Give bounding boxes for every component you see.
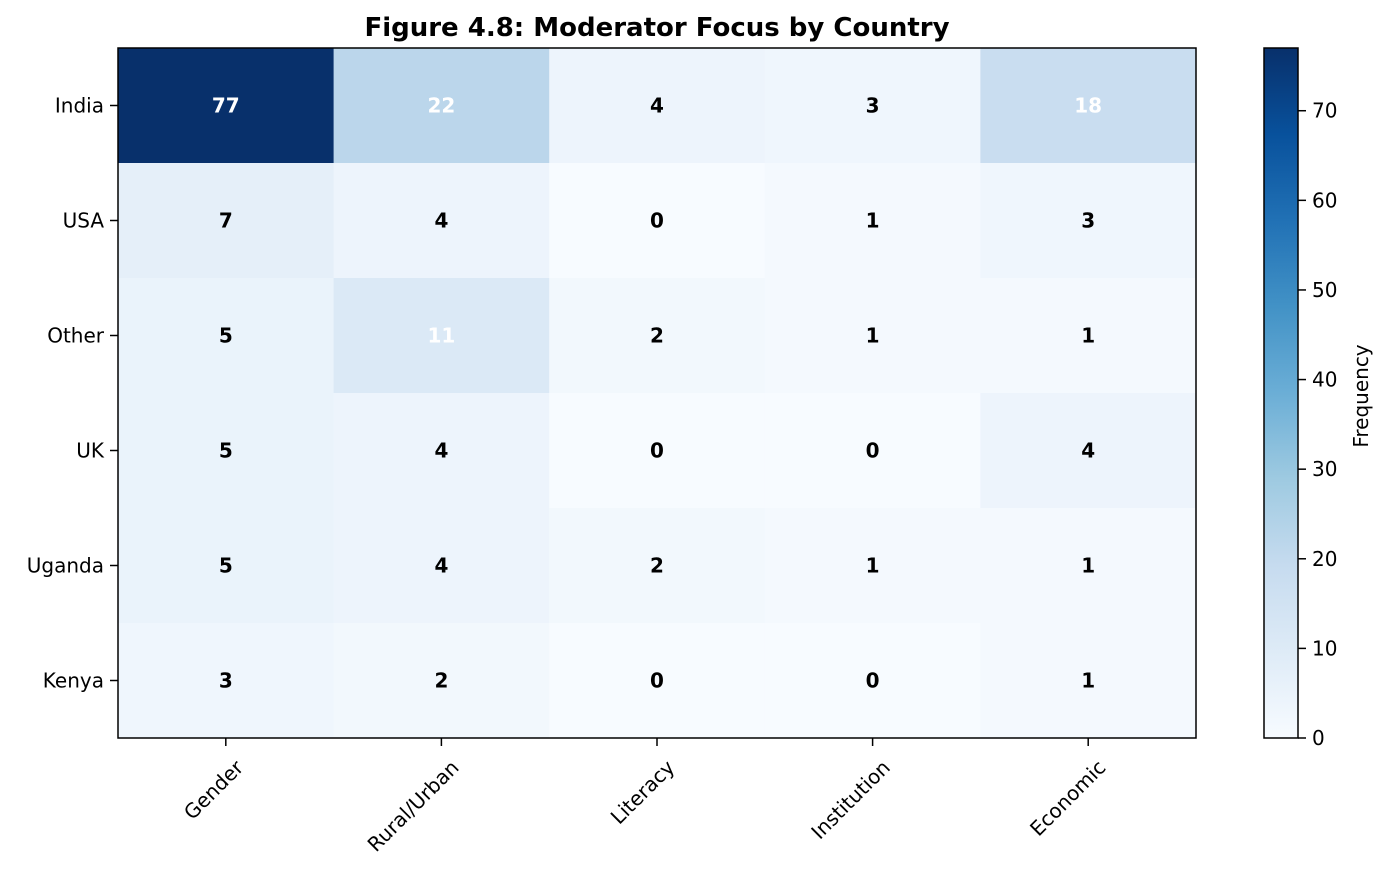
colorbar-tick-label: 60 bbox=[1312, 188, 1337, 212]
cell-value-label: 0 bbox=[650, 669, 664, 693]
heatmap-cells bbox=[118, 48, 1197, 739]
y-tick-label: Uganda bbox=[27, 554, 104, 578]
cell-value-label: 3 bbox=[219, 669, 233, 693]
colorbar-ticks: 0 10 20 30 40 50 60 70 bbox=[1298, 99, 1337, 750]
heatmap-cell bbox=[549, 278, 766, 394]
heatmap-cell bbox=[118, 623, 335, 739]
heatmap-cell bbox=[333, 623, 550, 739]
heatmap-cell bbox=[980, 393, 1197, 509]
cell-value-label: 2 bbox=[650, 324, 664, 348]
cell-value-label: 1 bbox=[1081, 554, 1095, 578]
heatmap-cell-labels: 77 22 4 3 187 4 0 1 35 11 2 1 15 4 0 0 45 4 2 1 13 2 0 0 1 bbox=[212, 94, 1102, 693]
cell-value-label: 5 bbox=[219, 554, 233, 578]
heatmap-cell bbox=[118, 508, 335, 624]
x-axis: Gender Rural/Urban Literacy Institution Econ… bbox=[179, 738, 1110, 856]
cell-value-label: 0 bbox=[866, 439, 880, 463]
cell-value-label: 1 bbox=[1081, 324, 1095, 348]
heatmap-cell bbox=[549, 163, 766, 279]
colorbar-tick-label: 20 bbox=[1312, 547, 1337, 571]
y-axis: India USA Other UK Uganda Kenya bbox=[27, 94, 118, 693]
heatmap-cell bbox=[764, 48, 981, 164]
heatmap-cell bbox=[764, 278, 981, 394]
cell-value-label: 5 bbox=[219, 439, 233, 463]
cell-value-label: 4 bbox=[650, 94, 664, 118]
heatmap-cell bbox=[549, 508, 766, 624]
heatmap-cell bbox=[549, 48, 766, 164]
cell-value-label: 22 bbox=[427, 94, 455, 118]
cell-value-label: 0 bbox=[650, 209, 664, 233]
heatmap-cell bbox=[764, 623, 981, 739]
colorbar-tick-label: 40 bbox=[1312, 368, 1337, 392]
y-tick-label: India bbox=[55, 94, 104, 118]
x-tick-label: Institution bbox=[806, 755, 895, 844]
colorbar-tick-label: 0 bbox=[1312, 726, 1325, 750]
cell-value-label: 4 bbox=[434, 209, 448, 233]
heatmap-cell bbox=[980, 508, 1197, 624]
cell-value-label: 4 bbox=[434, 554, 448, 578]
heatmap-cell bbox=[118, 48, 335, 164]
colorbar-label: Frequency bbox=[1349, 344, 1373, 447]
cell-value-label: 0 bbox=[866, 669, 880, 693]
colorbar bbox=[1263, 47, 1299, 739]
x-tick-label: Economic bbox=[1025, 755, 1110, 840]
colorbar-tick-label: 30 bbox=[1312, 457, 1337, 481]
cell-value-label: 4 bbox=[1081, 439, 1095, 463]
heatmap-cell bbox=[549, 623, 766, 739]
y-tick-label: UK bbox=[76, 439, 105, 463]
colorbar-tick-label: 10 bbox=[1312, 636, 1337, 660]
colorbar-tick-label: 70 bbox=[1312, 99, 1337, 123]
cell-value-label: 0 bbox=[650, 439, 664, 463]
cell-value-label: 2 bbox=[650, 554, 664, 578]
chart-title: Figure 4.8: Moderator Focus by Country bbox=[364, 13, 949, 43]
y-tick-label: Kenya bbox=[43, 669, 104, 693]
cell-value-label: 18 bbox=[1074, 94, 1102, 118]
heatmap-cell bbox=[118, 163, 335, 279]
heatmap-cell bbox=[118, 278, 335, 394]
cell-value-label: 7 bbox=[219, 209, 233, 233]
heatmap-cell bbox=[980, 163, 1197, 279]
x-tick-label: Gender bbox=[179, 755, 249, 825]
y-tick-label: Other bbox=[47, 324, 105, 348]
cell-value-label: 77 bbox=[212, 94, 240, 118]
heatmap-cell bbox=[333, 48, 550, 164]
colorbar-tick-label: 50 bbox=[1312, 278, 1337, 302]
cell-value-label: 1 bbox=[866, 554, 880, 578]
cell-value-label: 1 bbox=[1081, 669, 1095, 693]
cell-value-label: 3 bbox=[1081, 209, 1095, 233]
heatmap-cell bbox=[333, 393, 550, 509]
heatmap-cell bbox=[333, 278, 550, 394]
heatmap-cell bbox=[764, 508, 981, 624]
cell-value-label: 2 bbox=[434, 669, 448, 693]
cell-value-label: 4 bbox=[434, 439, 448, 463]
heatmap-cell bbox=[333, 163, 550, 279]
cell-value-label: 11 bbox=[427, 324, 455, 348]
cell-value-label: 5 bbox=[219, 324, 233, 348]
heatmap-cell bbox=[980, 48, 1197, 164]
x-tick-label: Rural/Urban bbox=[363, 755, 464, 856]
heatmap-cell bbox=[764, 393, 981, 509]
heatmap-cell bbox=[764, 163, 981, 279]
cell-value-label: 1 bbox=[866, 324, 880, 348]
heatmap-cell bbox=[980, 278, 1197, 394]
x-tick-label: Literacy bbox=[606, 755, 680, 829]
cell-value-label: 1 bbox=[866, 209, 880, 233]
heatmap-cell bbox=[118, 393, 335, 509]
y-tick-label: USA bbox=[63, 209, 105, 233]
heatmap-cell bbox=[980, 623, 1197, 739]
cell-value-label: 3 bbox=[866, 94, 880, 118]
heatmap-cell bbox=[333, 508, 550, 624]
heatmap-cell bbox=[549, 393, 766, 509]
